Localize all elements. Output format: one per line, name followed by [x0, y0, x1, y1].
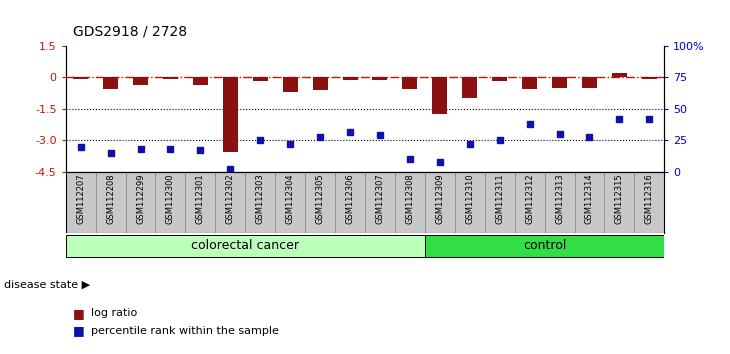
- Bar: [133, 78, 148, 85]
- Text: GSM112315: GSM112315: [615, 173, 624, 224]
- Text: GSM112310: GSM112310: [465, 173, 474, 224]
- Bar: [604, 172, 634, 233]
- Text: GSM112313: GSM112313: [555, 173, 564, 224]
- Bar: [283, 78, 298, 92]
- Text: ■: ■: [73, 307, 85, 320]
- Text: GSM112302: GSM112302: [226, 173, 235, 224]
- Text: GSM112306: GSM112306: [345, 173, 355, 224]
- Text: GSM112308: GSM112308: [405, 173, 415, 224]
- Text: ■: ■: [73, 325, 85, 337]
- Bar: [335, 172, 365, 233]
- Bar: [642, 78, 657, 79]
- Bar: [126, 172, 155, 233]
- Text: GSM112207: GSM112207: [76, 173, 85, 224]
- Bar: [223, 78, 238, 152]
- Bar: [312, 78, 328, 90]
- Bar: [66, 234, 425, 257]
- Text: disease state ▶: disease state ▶: [4, 280, 90, 290]
- Text: GSM112300: GSM112300: [166, 173, 175, 224]
- Bar: [275, 172, 305, 233]
- Bar: [215, 172, 245, 233]
- Bar: [66, 172, 96, 233]
- Bar: [245, 172, 275, 233]
- Text: GSM112299: GSM112299: [136, 173, 145, 224]
- Text: GSM112309: GSM112309: [435, 173, 445, 224]
- Text: GSM112311: GSM112311: [495, 173, 504, 224]
- Bar: [545, 172, 575, 233]
- Bar: [103, 78, 118, 89]
- Bar: [425, 234, 664, 257]
- Bar: [582, 78, 597, 88]
- Bar: [342, 78, 358, 80]
- Text: GSM112312: GSM112312: [525, 173, 534, 224]
- Bar: [402, 78, 418, 89]
- Bar: [462, 78, 477, 98]
- Bar: [485, 172, 515, 233]
- Text: GSM112305: GSM112305: [315, 173, 325, 224]
- Text: GSM112307: GSM112307: [375, 173, 385, 224]
- Text: GSM112304: GSM112304: [285, 173, 295, 224]
- Bar: [455, 172, 485, 233]
- Bar: [425, 172, 455, 233]
- Bar: [492, 78, 507, 81]
- Bar: [522, 78, 537, 89]
- Bar: [253, 78, 268, 81]
- Bar: [612, 73, 627, 78]
- Text: control: control: [523, 239, 566, 252]
- Bar: [73, 78, 88, 79]
- Bar: [575, 172, 604, 233]
- Text: GDS2918 / 2728: GDS2918 / 2728: [73, 25, 187, 39]
- Bar: [515, 172, 545, 233]
- Bar: [432, 78, 447, 114]
- Bar: [193, 78, 208, 85]
- Bar: [305, 172, 335, 233]
- Text: colorectal cancer: colorectal cancer: [191, 239, 299, 252]
- Text: GSM112316: GSM112316: [645, 173, 654, 224]
- Bar: [365, 172, 395, 233]
- Text: percentile rank within the sample: percentile rank within the sample: [91, 326, 279, 336]
- Bar: [395, 172, 425, 233]
- Text: GSM112314: GSM112314: [585, 173, 594, 224]
- Text: log ratio: log ratio: [91, 308, 137, 318]
- Bar: [372, 78, 388, 80]
- Text: GSM112303: GSM112303: [255, 173, 265, 224]
- Bar: [155, 172, 185, 233]
- Bar: [163, 78, 178, 79]
- Bar: [96, 172, 126, 233]
- Bar: [552, 78, 567, 88]
- Text: GSM112301: GSM112301: [196, 173, 205, 224]
- Bar: [634, 172, 664, 233]
- Text: GSM112208: GSM112208: [106, 173, 115, 224]
- Bar: [185, 172, 215, 233]
